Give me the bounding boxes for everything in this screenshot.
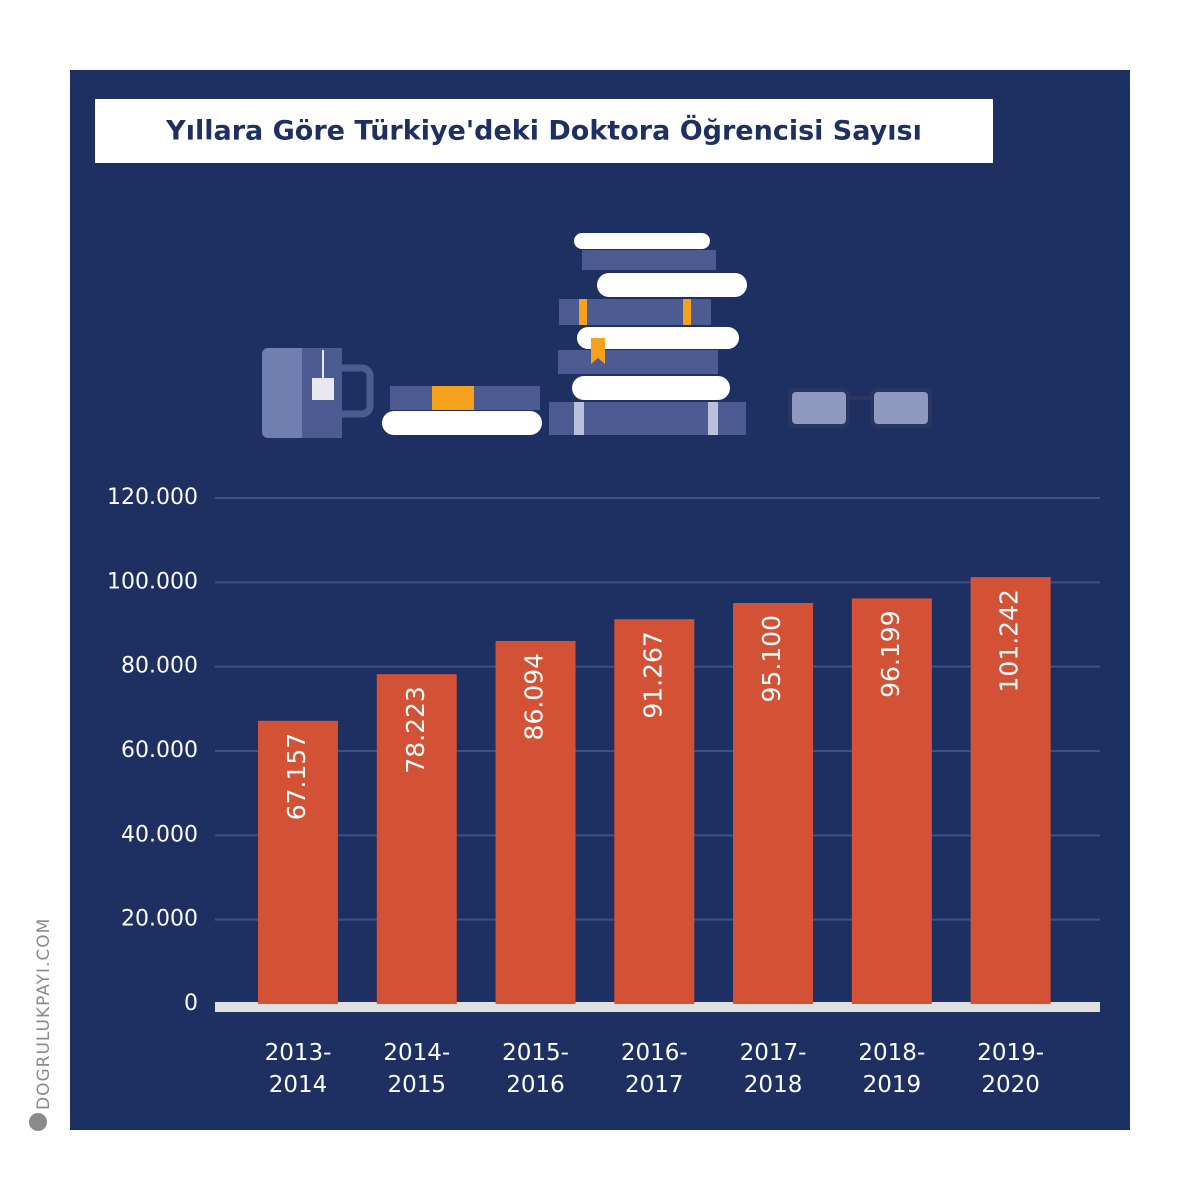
chart-title: Yıllara Göre Türkiye'deki Doktora Öğrenc…	[165, 114, 922, 147]
x-tick-line: 2018	[744, 1072, 803, 1098]
x-tick-label: 2015- 2016	[502, 1040, 569, 1098]
y-tick-label: 20.000	[121, 907, 198, 932]
bar	[257, 720, 338, 1004]
y-tick-label: 120.000	[107, 485, 198, 510]
bar	[495, 640, 576, 1004]
value-label: 96.199	[876, 610, 905, 697]
x-tick-line: 2014	[269, 1072, 328, 1098]
x-tick-line: 2019-	[977, 1040, 1044, 1066]
x-tick-label: 2019- 2020	[977, 1040, 1044, 1098]
illustration	[262, 233, 932, 438]
x-tick-line: 2019	[863, 1072, 922, 1098]
value-label: 95.100	[757, 615, 786, 702]
y-tick-label: 80.000	[121, 654, 198, 679]
x-tick-label: 2014- 2015	[383, 1040, 450, 1098]
x-tick-label: 2017- 2018	[740, 1040, 807, 1098]
value-label: 67.157	[282, 733, 311, 820]
value-label: 78.223	[401, 686, 430, 773]
x-tick-line: 2014-	[383, 1040, 450, 1066]
bar	[851, 598, 932, 1004]
x-tick-label: 2016- 2017	[621, 1040, 688, 1098]
x-tick-line: 2017	[625, 1072, 684, 1098]
bar	[970, 577, 1051, 1004]
x-tick-line: 2013-	[265, 1040, 332, 1066]
x-tick-line: 2018-	[858, 1040, 925, 1066]
x-tick-line: 2015	[387, 1072, 446, 1098]
watermark-logo	[29, 1113, 47, 1131]
y-tick-label: 0	[184, 991, 198, 1016]
bar	[376, 674, 457, 1004]
x-tick-line: 2016	[506, 1072, 565, 1098]
y-tick-label: 100.000	[107, 569, 198, 594]
watermark: DOGRULUKPAYI.COM	[34, 918, 54, 1110]
x-tick-line: 2017-	[740, 1040, 807, 1066]
value-label: 91.267	[638, 631, 667, 718]
x-tick-label: 2018- 2019	[858, 1040, 925, 1098]
x-tick-line: 2015-	[502, 1040, 569, 1066]
title-box	[95, 99, 993, 163]
x-tick-label: 2013- 2014	[265, 1040, 332, 1098]
y-tick-label: 40.000	[121, 822, 198, 847]
value-label: 86.094	[520, 653, 549, 740]
x-tick-line: 2020	[981, 1072, 1040, 1098]
bar	[614, 619, 695, 1004]
x-tick-line: 2016-	[621, 1040, 688, 1066]
bar	[733, 602, 814, 1004]
value-label: 101.242	[995, 589, 1024, 692]
y-tick-label: 60.000	[121, 738, 198, 763]
